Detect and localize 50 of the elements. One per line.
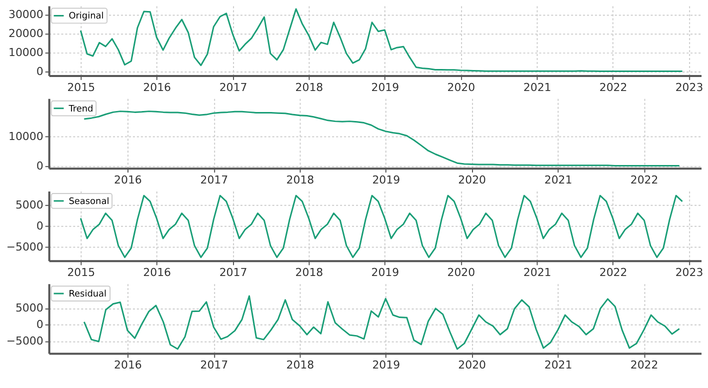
y-tick-label: 0 [36,65,44,78]
x-tick-label: 2016 [114,358,142,372]
x-tick-label: 2015 [67,266,96,280]
x-tick-label: 2018 [295,266,324,280]
y-tick-label: 10000 [8,46,44,60]
x-tick-label: 2015 [67,80,96,94]
y-tick-label: 30000 [8,8,44,21]
x-tick-label: 2016 [143,80,172,94]
x-tick-label: 2019 [371,80,400,94]
x-tick-label: 2017 [200,174,228,187]
x-tick-label: 2021 [523,80,552,94]
x-tick-label: 2021 [544,174,572,187]
y-tick-label: 0 [36,318,44,331]
y-tick-label: 0 [36,160,44,172]
x-tick-label: 2016 [143,266,172,280]
x-tick-label: 2019 [371,266,400,280]
x-tick-label: 2021 [523,266,552,280]
x-tick-label: 2022 [630,174,658,187]
x-tick-label: 2017 [200,358,228,372]
x-tick-label: 2022 [599,266,628,280]
legend-label: Seasonal [68,196,110,207]
x-tick-label: 2020 [447,80,476,94]
legend-label: Trend [68,104,94,114]
y-tick-label: 5000 [15,198,44,212]
x-tick-label: 2017 [219,266,248,280]
line-series [83,110,680,166]
x-tick-label: 2016 [114,174,142,187]
line-series [83,295,680,350]
y-tick-label: −5000 [6,240,44,254]
x-tick-label: 2020 [458,174,486,187]
legend-label: Original [68,12,104,22]
y-tick-label: −5000 [6,334,44,348]
y-tick-label: 5000 [15,302,44,315]
y-tick-label: 0 [36,219,44,232]
x-tick-label: 2018 [295,80,324,94]
x-tick-label: 2021 [544,358,572,372]
x-tick-label: 2019 [372,174,400,187]
x-tick-label: 2018 [286,358,314,372]
x-tick-label: 2018 [286,174,314,187]
x-tick-label: 2020 [447,266,476,280]
x-tick-label: 2019 [372,358,400,372]
x-tick-label: 2023 [675,80,704,94]
x-tick-label: 2017 [219,80,248,94]
x-tick-label: 2022 [630,358,658,372]
x-tick-label: 2022 [599,80,628,94]
y-tick-label: 10000 [8,130,44,144]
legend-label: Residual [68,290,107,300]
x-tick-label: 2020 [458,358,486,372]
x-tick-label: 2023 [675,266,704,280]
y-tick-label: 20000 [8,26,44,40]
